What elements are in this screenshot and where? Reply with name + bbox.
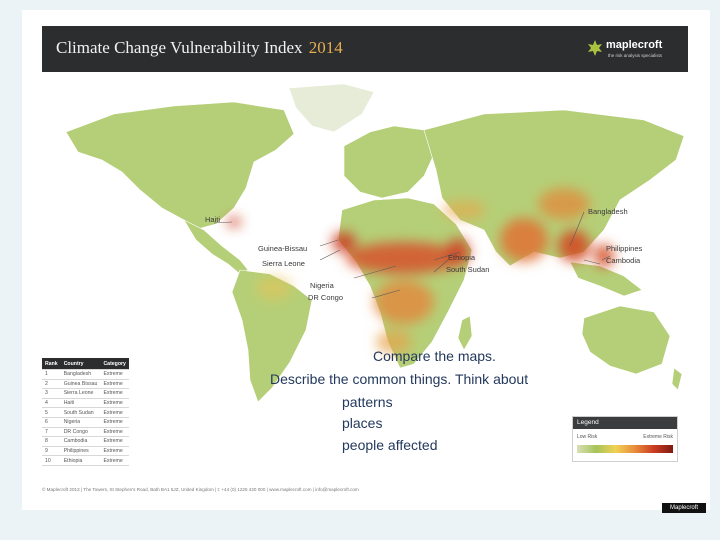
category-cell: Extreme	[100, 417, 129, 428]
rank-cell: 10	[42, 455, 61, 466]
table-row: 6 Nigeria Extreme	[42, 417, 129, 428]
country-cell: DR Congo	[60, 427, 101, 438]
rank-cell: 4	[42, 398, 61, 409]
legend-high-label: Extreme Risk	[643, 434, 673, 440]
country-cell: South Sudan	[60, 407, 101, 418]
risk-legend: Legend Low Risk Extreme Risk	[572, 416, 678, 462]
column-header: Rank	[42, 358, 61, 370]
new-zealand	[671, 367, 683, 391]
country-cell: Cambodia	[60, 436, 101, 447]
rank-cell: 1	[42, 369, 61, 380]
country-cell: Haiti	[60, 398, 101, 409]
table-row: 3 Sierra Leone Extreme	[42, 388, 129, 399]
category-cell: Extreme	[100, 388, 129, 399]
table-row: 1 Bangladesh Extreme	[42, 369, 129, 380]
label-dr-congo: DR Congo	[308, 293, 344, 302]
table-row: 9 Philippines Extreme	[42, 446, 129, 457]
country-cell: Nigeria	[60, 417, 101, 428]
label-ethiopia: Ethiopia	[448, 253, 476, 262]
maplecroft-logo: maplecroft the risk analysis specialists	[586, 34, 676, 64]
country-cell: Sierra Leone	[60, 388, 101, 399]
australia	[581, 305, 671, 375]
label-nigeria: Nigeria	[310, 281, 334, 290]
country-cell: Philippines	[60, 446, 101, 457]
rank-cell: 8	[42, 436, 61, 447]
label-philippines: Philippines	[606, 244, 643, 253]
south-america	[231, 269, 313, 403]
table-row: 10 Ethiopia Extreme	[42, 455, 129, 466]
question-line-4: places	[342, 415, 383, 431]
category-cell: Extreme	[100, 369, 129, 380]
vulnerability-ranking-table: Rank Country Category 1 Bangladesh Extreme…	[42, 358, 129, 466]
question-line-2: Describe the common things. Think about	[270, 371, 529, 387]
category-cell: Extreme	[100, 436, 129, 447]
table-row: 2 Guinea Bissau Extreme	[42, 379, 129, 390]
question-line-3: patterns	[342, 394, 393, 410]
title-banner: Climate Change Vulnerability Index 2014 …	[42, 26, 688, 72]
maple-leaf-icon	[588, 40, 602, 56]
madagascar	[457, 315, 473, 351]
rank-cell: 7	[42, 427, 61, 438]
category-cell: Extreme	[100, 379, 129, 390]
world-vulnerability-map	[65, 83, 685, 403]
title-year: 2014	[308, 38, 343, 57]
table-row: 4 Haiti Extreme	[42, 398, 129, 409]
category-cell: Extreme	[100, 455, 129, 466]
map-title: Climate Change Vulnerability Index 2014	[56, 38, 343, 57]
table-row: 8 Cambodia Extreme	[42, 436, 129, 447]
land-base	[65, 83, 685, 403]
column-header: Category	[100, 358, 129, 370]
question-line-1: Compare the maps.	[373, 348, 496, 364]
category-cell: Extreme	[100, 398, 129, 409]
category-cell: Extreme	[100, 427, 129, 438]
north-america	[65, 101, 295, 231]
legend-title: Legend	[573, 417, 677, 429]
label-south-sudan: South Sudan	[446, 265, 490, 274]
question-line-5: people affected	[342, 437, 438, 453]
rank-cell: 6	[42, 417, 61, 428]
logo-name: maplecroft	[606, 39, 663, 51]
country-cell: Ethiopia	[60, 455, 101, 466]
category-cell: Extreme	[100, 446, 129, 457]
country-cell: Guinea Bissau	[60, 379, 101, 390]
label-haiti: Haiti	[205, 215, 221, 224]
label-guinea-bissau: Guinea-Bissau	[258, 244, 308, 253]
central-america	[183, 219, 249, 275]
table-row: 5 South Sudan Extreme	[42, 407, 129, 418]
logo-tagline: the risk analysis specialists	[608, 53, 663, 58]
watermark: Maplecroft	[662, 503, 706, 513]
risk-overlay	[227, 188, 614, 354]
footer-credits: © Maplecroft 2013 | The Towers, St Steph…	[42, 487, 359, 492]
rank-cell: 2	[42, 379, 61, 390]
label-cambodia: Cambodia	[606, 256, 641, 265]
greenland	[288, 83, 375, 133]
slide: Climate Change Vulnerability Index 2014 …	[22, 10, 710, 510]
column-header: Country	[60, 358, 101, 370]
legend-low-label: Low Risk	[577, 434, 598, 440]
legend-gradient-bar	[577, 445, 673, 453]
label-sierra-leone: Sierra Leone	[262, 259, 305, 268]
table-header-row: Rank Country Category	[42, 358, 129, 370]
table-row: 7 DR Congo Extreme	[42, 427, 129, 438]
europe	[343, 125, 437, 199]
rank-cell: 9	[42, 446, 61, 457]
country-cell: Bangladesh	[60, 369, 101, 380]
label-bangladesh: Bangladesh	[588, 207, 628, 216]
leader-lines	[213, 211, 611, 299]
rank-cell: 3	[42, 388, 61, 399]
category-cell: Extreme	[100, 407, 129, 418]
rank-cell: 5	[42, 407, 61, 418]
